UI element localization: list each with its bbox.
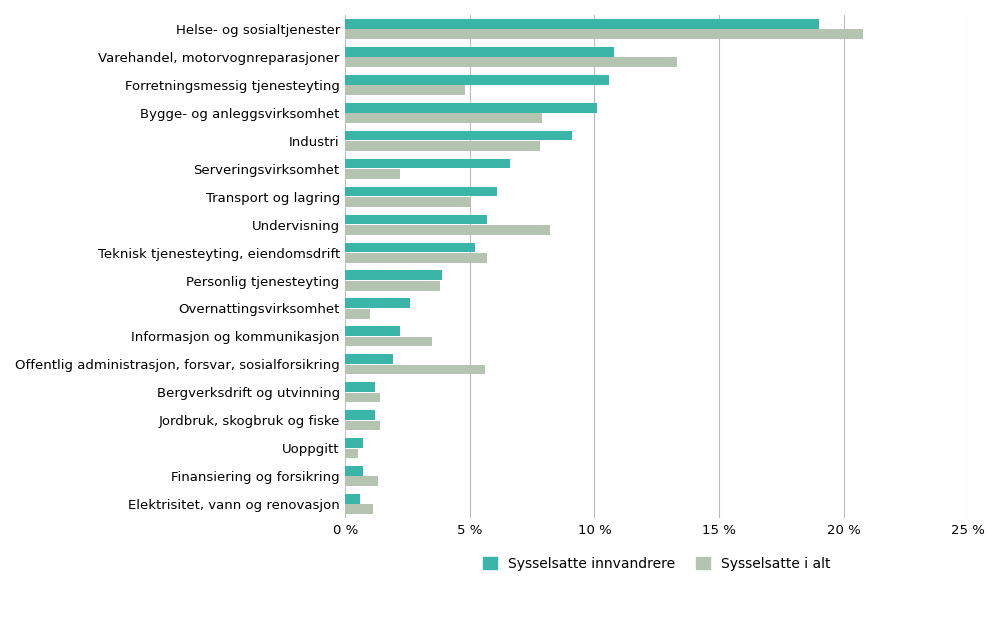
Bar: [345, 103, 597, 113]
Bar: [345, 392, 380, 403]
Bar: [345, 57, 677, 67]
Bar: [345, 382, 375, 392]
Bar: [345, 47, 614, 56]
Bar: [345, 477, 378, 486]
Bar: [345, 85, 465, 95]
Bar: [345, 327, 400, 336]
Bar: [345, 281, 440, 290]
Bar: [345, 337, 432, 347]
Bar: [345, 214, 487, 224]
Legend: Sysselsatte innvandrere, Sysselsatte i alt: Sysselsatte innvandrere, Sysselsatte i a…: [477, 552, 836, 576]
Bar: [345, 243, 475, 252]
Bar: [345, 131, 572, 141]
Bar: [345, 448, 358, 458]
Bar: [345, 186, 497, 197]
Bar: [345, 141, 540, 151]
Bar: [345, 29, 863, 39]
Bar: [345, 365, 485, 375]
Bar: [345, 225, 550, 235]
Bar: [345, 354, 393, 364]
Bar: [345, 309, 370, 318]
Bar: [345, 438, 363, 448]
Bar: [345, 299, 410, 308]
Bar: [345, 253, 487, 262]
Bar: [345, 19, 819, 29]
Bar: [345, 75, 609, 84]
Bar: [345, 113, 542, 123]
Bar: [345, 169, 400, 179]
Bar: [345, 410, 375, 420]
Bar: [345, 494, 360, 504]
Bar: [345, 505, 373, 514]
Bar: [345, 420, 380, 430]
Bar: [345, 197, 470, 207]
Bar: [345, 466, 363, 476]
Bar: [345, 271, 442, 280]
Bar: [345, 158, 510, 169]
